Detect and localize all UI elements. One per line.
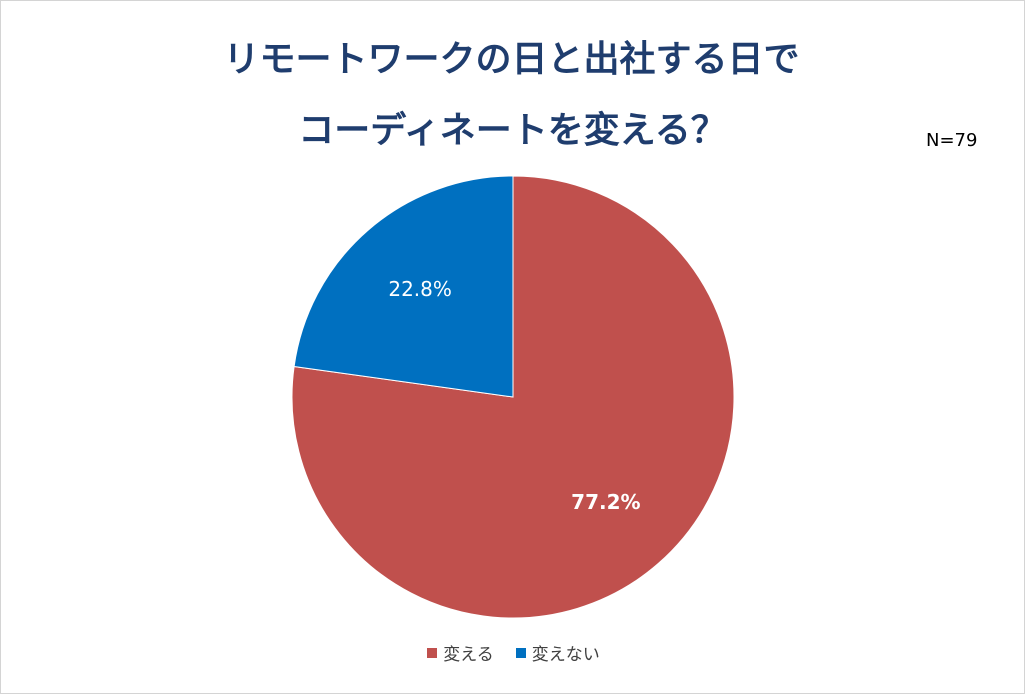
legend-item-kaeru: 変える xyxy=(427,640,494,665)
chart-title-line-2: コーディネートを変える？ xyxy=(298,110,727,151)
data-label-kaeru: 77.2% xyxy=(571,490,640,514)
legend: 変える 変えない xyxy=(0,640,1027,665)
sample-size-annotation: N=79 xyxy=(926,130,978,151)
legend-item-kaenai: 変えない xyxy=(515,640,600,665)
chart-title-line-1: リモートワークの日と出社する日で xyxy=(223,39,800,80)
pie-slice-kaenai xyxy=(293,175,514,398)
data-label-kaenai: 22.8% xyxy=(388,277,452,301)
legend-swatch-kaenai xyxy=(515,647,526,658)
legend-label-kaeru: 変える xyxy=(443,645,494,665)
legend-swatch-kaeru xyxy=(427,647,438,658)
legend-label-kaenai: 変えない xyxy=(531,645,600,665)
